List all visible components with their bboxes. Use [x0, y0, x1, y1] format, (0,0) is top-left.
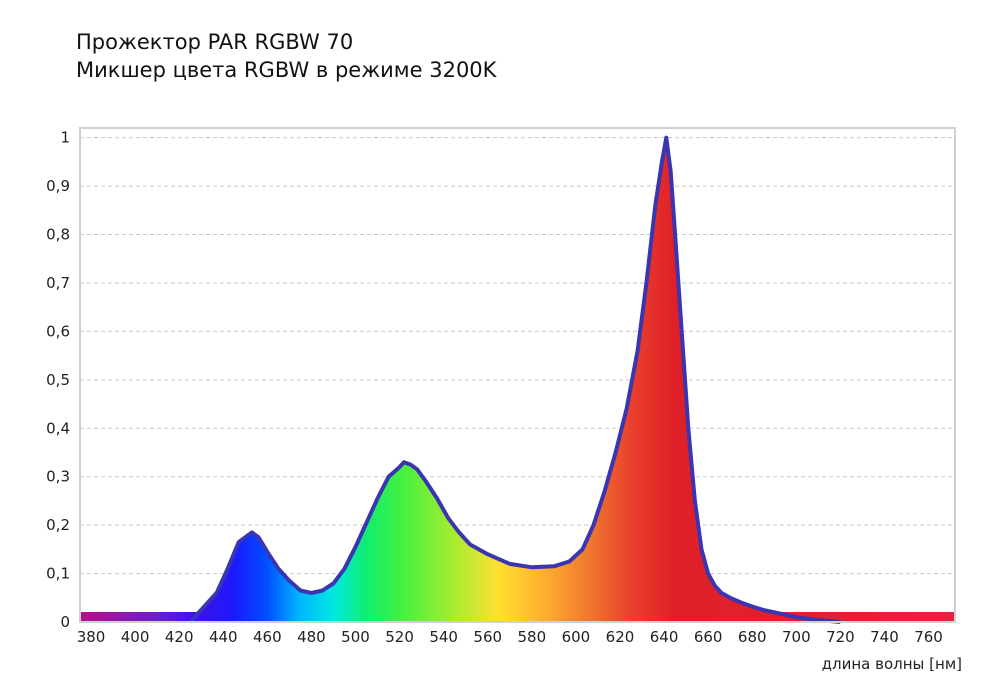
- x-tick-label: 480: [297, 628, 326, 646]
- x-tick-label: 520: [385, 628, 414, 646]
- frame-layer: [79, 127, 956, 623]
- x-tick-label: 700: [782, 628, 811, 646]
- plot-frame: [79, 127, 956, 623]
- x-tick-label: 380: [77, 628, 106, 646]
- x-tick-label: 640: [650, 628, 679, 646]
- x-tick-label: 560: [473, 628, 502, 646]
- y-tick-label: 0,5: [46, 371, 70, 389]
- spectrum-area: [190, 137, 841, 622]
- y-tick-labels: 0 0,1 0,2 0,3 0,4 0,5 0,6 0,7 0,8 0,9 1: [46, 129, 70, 631]
- x-tick-label: 720: [826, 628, 855, 646]
- x-tick-label: 600: [562, 628, 591, 646]
- x-tick-label: 540: [429, 628, 458, 646]
- x-tick-label: 580: [518, 628, 547, 646]
- y-tick-label: 0: [60, 613, 70, 631]
- y-tick-label: 0,7: [46, 274, 70, 292]
- x-tick-labels: 380 400 420 440 460 480 500 520 540 560 580 600 620 6…: [77, 628, 943, 646]
- chart-subtitle: Микшер цвета RGBW в режиме 3200K: [76, 58, 497, 82]
- y-tick-label: 0,4: [46, 419, 70, 437]
- title-block: Прожектор PAR RGBW 70 Микшер цвета RGBW …: [76, 28, 496, 84]
- spectrum-outline: [188, 135, 841, 624]
- y-tick-label: 0,9: [46, 177, 70, 195]
- x-tick-label: 420: [165, 628, 194, 646]
- x-tick-label: 440: [209, 628, 238, 646]
- y-tick-label: 1: [60, 129, 70, 147]
- y-tick-label: 0,8: [46, 226, 70, 244]
- x-tick-label: 680: [738, 628, 767, 646]
- x-tick-label: 620: [606, 628, 635, 646]
- x-tick-label: 500: [341, 628, 370, 646]
- x-tick-label: 740: [870, 628, 899, 646]
- x-tick-label: 760: [914, 628, 943, 646]
- y-tick-label: 0,1: [46, 565, 70, 583]
- chart-title: Прожектор PAR RGBW 70: [76, 30, 354, 54]
- x-tick-label: 660: [694, 628, 723, 646]
- spectrum-area-layer: [188, 135, 841, 624]
- y-tick-label: 0,3: [46, 468, 70, 486]
- y-tick-label: 0,2: [46, 516, 70, 534]
- grid-layer: [80, 137, 955, 575]
- x-axis-label: длина волны [нм]: [822, 655, 962, 673]
- x-tick-label: 400: [121, 628, 150, 646]
- y-tick-label: 0,6: [46, 322, 70, 340]
- x-tick-label: 460: [253, 628, 282, 646]
